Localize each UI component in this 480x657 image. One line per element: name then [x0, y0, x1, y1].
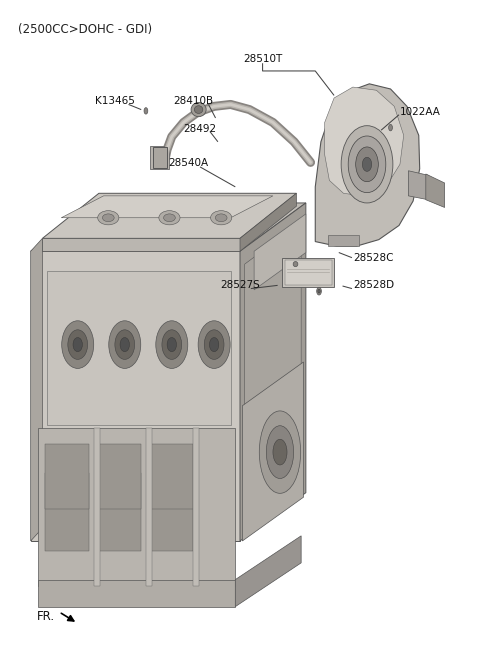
Text: 28528C: 28528C — [353, 253, 394, 263]
Ellipse shape — [191, 102, 206, 117]
Ellipse shape — [341, 125, 393, 203]
Polygon shape — [31, 238, 42, 541]
Polygon shape — [96, 444, 141, 509]
Polygon shape — [150, 146, 169, 169]
Polygon shape — [245, 222, 301, 489]
Ellipse shape — [348, 136, 386, 193]
Ellipse shape — [159, 211, 180, 225]
Text: K13465: K13465 — [96, 96, 135, 106]
Ellipse shape — [362, 157, 372, 171]
Polygon shape — [324, 87, 404, 196]
Ellipse shape — [293, 261, 298, 267]
Ellipse shape — [109, 321, 141, 369]
Ellipse shape — [318, 289, 320, 293]
Polygon shape — [235, 536, 301, 606]
Polygon shape — [94, 428, 100, 586]
Ellipse shape — [194, 106, 203, 114]
Ellipse shape — [98, 211, 119, 225]
Ellipse shape — [144, 108, 148, 114]
Polygon shape — [146, 428, 152, 586]
Text: 28540A: 28540A — [168, 158, 208, 168]
Ellipse shape — [102, 214, 114, 221]
Polygon shape — [242, 362, 303, 541]
Ellipse shape — [120, 338, 130, 351]
Ellipse shape — [356, 147, 378, 182]
Polygon shape — [315, 84, 420, 246]
Polygon shape — [154, 147, 167, 168]
Polygon shape — [254, 214, 306, 290]
Polygon shape — [148, 444, 193, 509]
Polygon shape — [240, 193, 297, 251]
Polygon shape — [38, 579, 235, 606]
Ellipse shape — [273, 440, 287, 465]
Polygon shape — [240, 203, 306, 541]
Polygon shape — [282, 258, 334, 287]
Text: 28527S: 28527S — [220, 281, 260, 290]
Polygon shape — [38, 428, 235, 586]
Text: 28510T: 28510T — [243, 55, 282, 64]
Ellipse shape — [389, 124, 393, 131]
Ellipse shape — [162, 330, 181, 359]
Polygon shape — [47, 271, 230, 425]
Text: FR.: FR. — [37, 610, 55, 623]
Ellipse shape — [73, 338, 83, 351]
Text: (2500CC>DOHC - GDI): (2500CC>DOHC - GDI) — [18, 23, 152, 36]
Polygon shape — [61, 196, 273, 217]
Ellipse shape — [164, 214, 175, 221]
Ellipse shape — [266, 426, 294, 478]
Ellipse shape — [216, 214, 227, 221]
Ellipse shape — [259, 411, 300, 493]
Polygon shape — [45, 473, 89, 551]
Ellipse shape — [115, 330, 134, 359]
Ellipse shape — [167, 338, 177, 351]
Polygon shape — [42, 238, 240, 251]
Polygon shape — [285, 260, 332, 284]
Polygon shape — [45, 444, 89, 509]
Polygon shape — [96, 473, 141, 551]
Polygon shape — [193, 428, 199, 586]
Polygon shape — [31, 251, 240, 541]
Ellipse shape — [211, 211, 232, 225]
Ellipse shape — [156, 321, 188, 369]
Polygon shape — [31, 203, 306, 251]
Ellipse shape — [209, 338, 219, 351]
Ellipse shape — [62, 321, 94, 369]
Text: 1022AA: 1022AA — [400, 107, 441, 117]
Text: 28410B: 28410B — [173, 96, 213, 106]
Polygon shape — [148, 473, 193, 551]
Polygon shape — [408, 171, 428, 200]
Ellipse shape — [198, 321, 230, 369]
Ellipse shape — [204, 330, 224, 359]
Text: 28492: 28492 — [183, 124, 216, 134]
Polygon shape — [328, 235, 359, 246]
Text: 28528D: 28528D — [353, 281, 394, 290]
Polygon shape — [42, 193, 297, 238]
Ellipse shape — [317, 287, 322, 295]
Ellipse shape — [68, 330, 87, 359]
Polygon shape — [426, 174, 444, 208]
